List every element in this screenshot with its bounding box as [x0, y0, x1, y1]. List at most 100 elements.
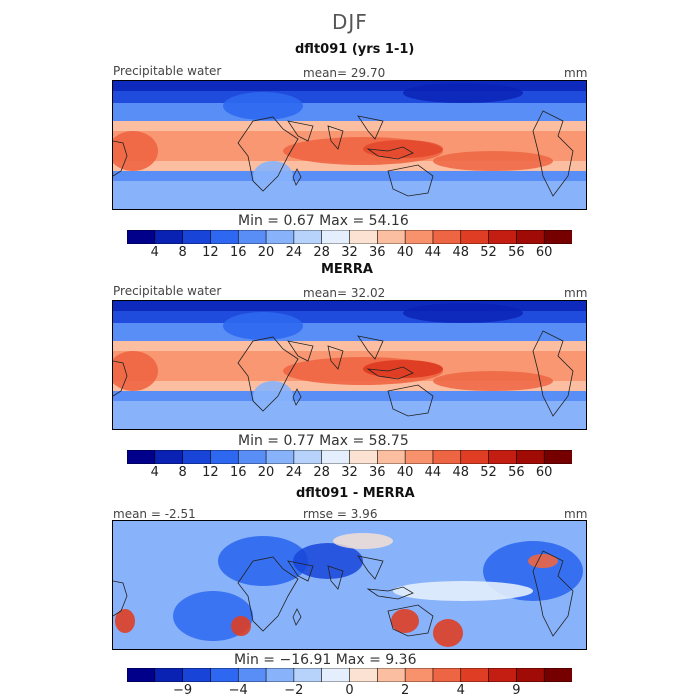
panel-1-colorbar: [127, 230, 572, 244]
colorbar-swatch: [488, 230, 518, 244]
colorbar-swatch: [293, 668, 323, 682]
panel-3-units-label: mm: [564, 507, 588, 521]
colorbar-tick-label: −2: [284, 683, 304, 698]
panel-3-title: dflt091 - MERRA: [296, 486, 415, 501]
colorbar-tick-label: −9: [173, 683, 193, 698]
colorbar-swatch: [237, 230, 267, 244]
colorbar-swatch: [377, 668, 406, 682]
colorbar-tick-label: 24: [285, 245, 303, 260]
colorbar-swatch: [377, 230, 406, 244]
colorbar-tick-label: 12: [202, 245, 219, 260]
colorbar-swatch: [154, 450, 184, 464]
colorbar-swatch: [488, 450, 518, 464]
colorbar-swatch: [127, 668, 156, 682]
colorbar-swatch: [349, 230, 379, 244]
panel-2-colorbar: [127, 450, 572, 464]
colorbar-tick-label: −4: [228, 683, 248, 698]
colorbar-swatch: [460, 230, 490, 244]
colorbar-tick-label: 16: [229, 465, 247, 480]
colorbar-tick-label: 32: [341, 245, 358, 260]
colorbar-swatch: [516, 450, 545, 464]
panel-2-colorbar-ticks: 4 8 12 16 20 24 28 32 36 40 44 48 52 56 60: [127, 465, 572, 481]
panel-1-colorbar-ticks: 4 8 12 16 20 24 28 32 36 40 44 48 52 56 60: [127, 245, 572, 261]
colorbar-tick-label: 28: [313, 245, 330, 260]
colorbar-tick-label: 2: [400, 683, 410, 698]
colorbar-tick-label: 36: [369, 465, 386, 480]
colorbar-tick-label: 36: [369, 245, 386, 260]
colorbar-swatch: [543, 230, 572, 244]
colorbar-swatch: [210, 230, 240, 244]
colorbar-tick-label: 44: [424, 245, 442, 260]
colorbar-tick-label: 52: [480, 465, 497, 480]
colorbar-swatch: [432, 230, 462, 244]
colorbar-tick-label: 4: [456, 683, 465, 698]
colorbar-swatch: [127, 450, 156, 464]
colorbar-tick-label: 16: [229, 245, 247, 260]
colorbar-swatch: [265, 668, 295, 682]
panel-3-rmse-label: rmse = 3.96: [303, 507, 378, 521]
colorbar-swatch: [321, 668, 351, 682]
panel-1-mean-label: mean= 29.70: [303, 66, 386, 80]
panel-3-minmax: Min = −16.91 Max = 9.36: [234, 652, 417, 668]
colorbar-tick-label: 56: [508, 245, 525, 260]
colorbar-swatch: [265, 450, 295, 464]
colorbar-swatch: [488, 668, 518, 682]
colorbar-tick-label: 24: [285, 465, 303, 480]
colorbar-tick-label: 32: [341, 465, 358, 480]
colorbar-swatch: [237, 668, 267, 682]
colorbar-swatch: [237, 450, 267, 464]
colorbar-tick-label: 4: [150, 245, 159, 260]
panel-3-map: [112, 520, 587, 650]
colorbar-swatch: [377, 450, 406, 464]
colorbar-swatch: [182, 230, 212, 244]
colorbar-tick-label: 60: [535, 465, 553, 480]
colorbar-swatch: [210, 668, 240, 682]
colorbar-swatch: [182, 668, 212, 682]
colorbar-swatch: [349, 450, 379, 464]
colorbar-swatch: [154, 230, 184, 244]
panel-2-units-label: mm: [564, 286, 588, 300]
colorbar-tick-label: 0: [345, 683, 354, 698]
panel-3-colorbar: [127, 668, 572, 682]
colorbar-swatch: [543, 450, 572, 464]
colorbar-swatch: [293, 230, 323, 244]
colorbar-swatch: [265, 230, 295, 244]
colorbar-tick-label: 52: [480, 245, 497, 260]
colorbar-swatch: [321, 450, 351, 464]
colorbar-swatch: [404, 450, 434, 464]
colorbar-tick-label: 40: [396, 245, 414, 260]
colorbar-swatch: [460, 450, 490, 464]
colorbar-swatch: [127, 230, 156, 244]
colorbar-tick-label: 9: [512, 683, 521, 698]
colorbar-tick-label: 8: [178, 245, 187, 260]
colorbar-tick-label: 28: [313, 465, 330, 480]
colorbar-tick-label: 20: [257, 245, 275, 260]
panel-3-colorbar-ticks: −9 −4 −2 0 2 4 9: [127, 683, 572, 699]
panel-2-minmax: Min = 0.77 Max = 58.75: [238, 433, 409, 449]
panel-1-units-label: mm: [564, 66, 588, 80]
colorbar-swatch: [154, 668, 184, 682]
panel-1-map: [112, 80, 587, 210]
figure-title: DJF: [332, 10, 368, 34]
colorbar-tick-label: 8: [178, 465, 187, 480]
colorbar-swatch: [321, 230, 351, 244]
colorbar-tick-label: 40: [396, 465, 414, 480]
panel-1-variable-label: Precipitable water: [113, 64, 222, 78]
colorbar-tick-label: 60: [535, 245, 553, 260]
colorbar-tick-label: 4: [150, 465, 159, 480]
panel-1-title: dflt091 (yrs 1-1): [295, 42, 415, 57]
colorbar-swatch: [432, 668, 462, 682]
colorbar-tick-label: 48: [452, 245, 470, 260]
panel-2-variable-label: Precipitable water: [113, 284, 222, 298]
panel-1-minmax: Min = 0.67 Max = 54.16: [238, 213, 409, 229]
panel-3-mean-label: mean = -2.51: [113, 507, 196, 521]
colorbar-swatch: [349, 668, 379, 682]
colorbar-swatch: [404, 230, 434, 244]
colorbar-swatch: [460, 668, 490, 682]
panel-2-title: MERRA: [321, 262, 373, 277]
colorbar-tick-label: 20: [257, 465, 275, 480]
panel-2-mean-label: mean= 32.02: [303, 286, 386, 300]
colorbar-swatch: [182, 450, 212, 464]
colorbar-swatch: [432, 450, 462, 464]
colorbar-swatch: [210, 450, 240, 464]
